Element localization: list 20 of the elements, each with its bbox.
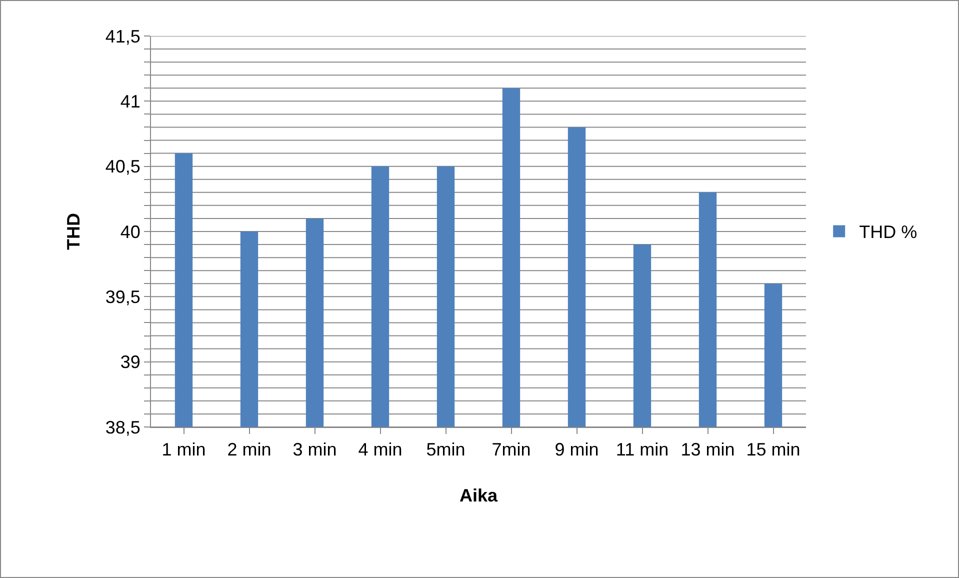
y-tick-label: 39 (120, 352, 140, 372)
x-tick-label: 4 min (358, 440, 402, 460)
legend-label: THD % (859, 222, 918, 242)
y-tick-label: 38,5 (105, 417, 140, 438)
y-axis-title: THD (64, 213, 84, 250)
x-tick-label: 9 min (554, 440, 599, 460)
y-tick-label: 41 (120, 91, 140, 112)
x-tick-label: 13 min (680, 440, 735, 460)
y-tick-label: 41,5 (105, 26, 140, 46)
x-tick-label: 3 min (292, 440, 337, 460)
y-tick-label: 39,5 (105, 286, 140, 307)
x-tick-label: 11 min (616, 440, 669, 460)
x-tick-label: 7min (492, 440, 531, 460)
x-axis-title: Aika (459, 486, 498, 506)
x-tick-label: 5min (426, 440, 466, 460)
y-tick-label: 40,5 (105, 156, 140, 177)
x-tick-label: 1 min (162, 440, 206, 460)
y-tick-label: 40 (120, 222, 140, 242)
x-tick-label: 2 min (227, 440, 272, 460)
x-tick-label: 15 min (746, 440, 800, 460)
